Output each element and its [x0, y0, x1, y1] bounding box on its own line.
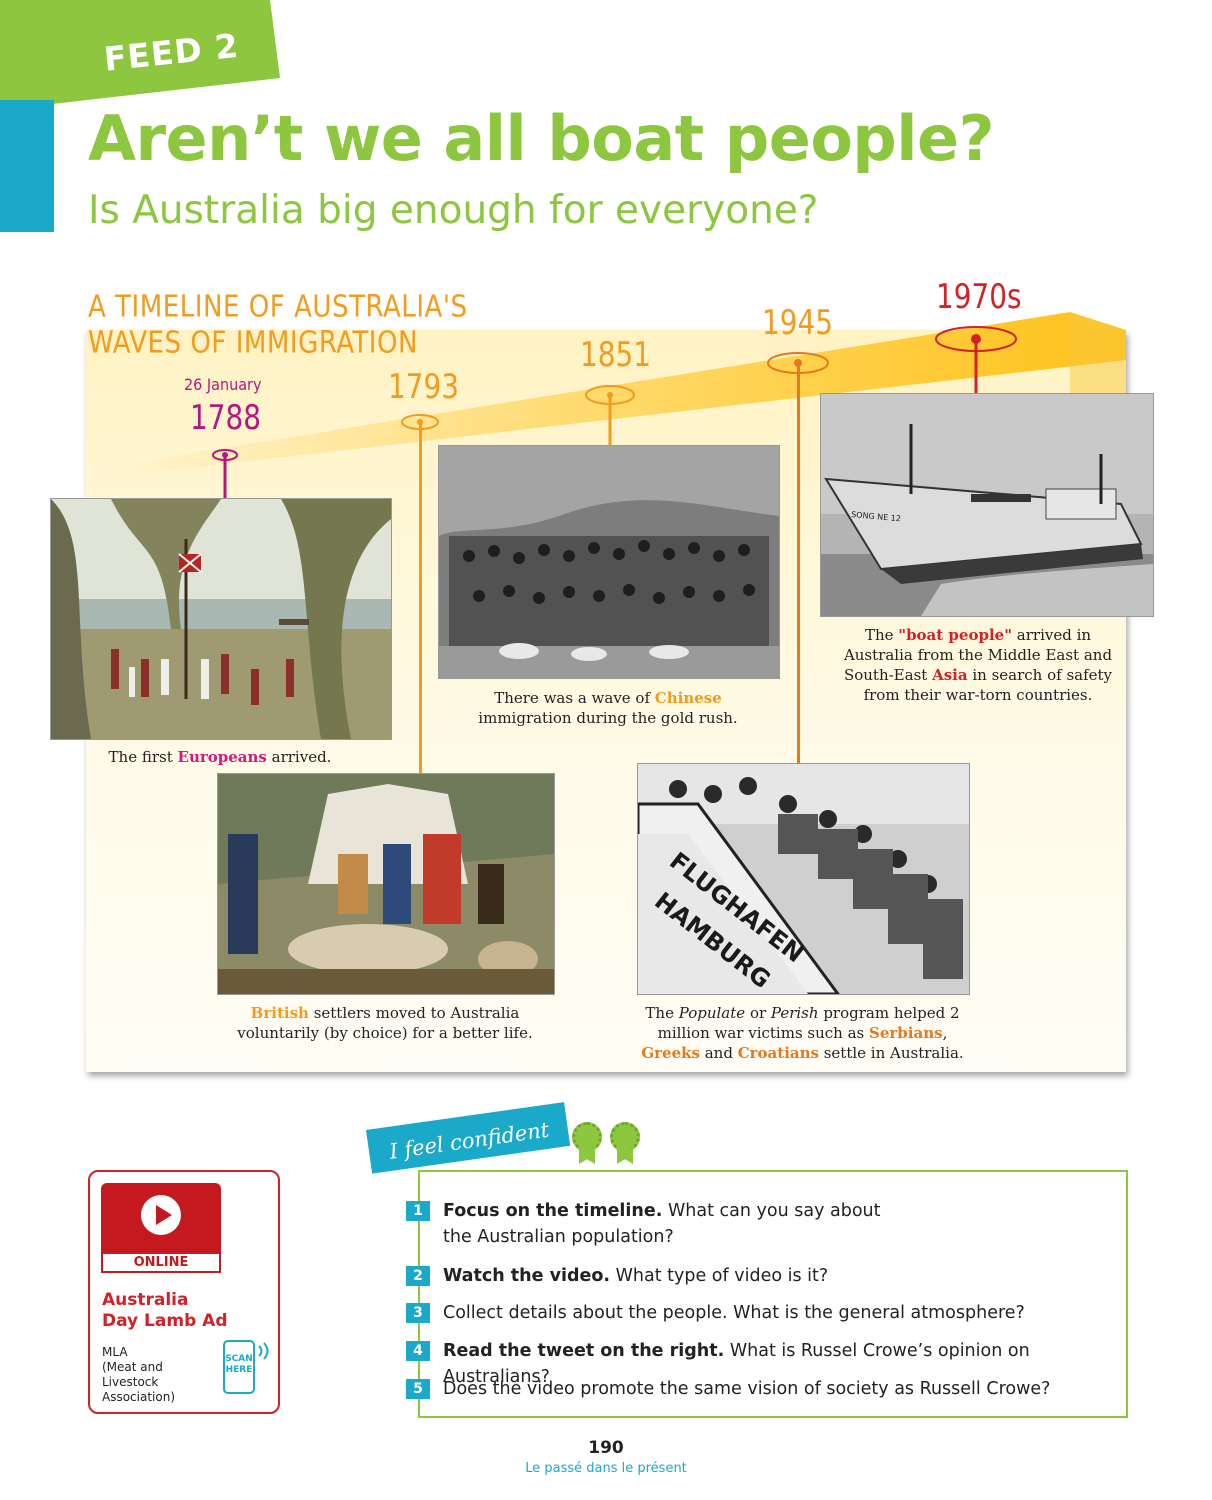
timeline-year-1788: 1788: [190, 398, 261, 438]
photo-first-fleet-painting: [50, 498, 392, 740]
photo-chinese-gold-rush: [438, 445, 780, 679]
timeline-stem-1793: [419, 422, 422, 774]
page-title: Aren’t we all boat people?: [88, 102, 995, 175]
timeline-year-1793: 1793: [388, 367, 459, 407]
photo-british-settlers-painting: [217, 773, 555, 995]
question-number: 3: [406, 1303, 430, 1323]
medal-icon: [572, 1122, 602, 1152]
timeline-stem-1945: [797, 363, 800, 763]
caption-1788: The first Europeans arrived.: [108, 748, 332, 766]
timeline-heading: A TIMELINE OF AUSTRALIA'S WAVES OF IMMIG…: [88, 288, 468, 360]
page-number: 190: [588, 1438, 624, 1458]
medal-ribbon-icon: [617, 1148, 633, 1164]
caption-1851: There was a wave of Chinese immigration …: [478, 689, 738, 727]
question-1: 1 Focus on the timeline. What can you sa…: [406, 1198, 1126, 1250]
questions-box: [418, 1170, 1128, 1418]
photo-flughafen-hamburg: FLUGHAFEN HAMBURG: [637, 763, 970, 995]
caption-1970s: The "boat people" arrived in Australia f…: [843, 626, 1113, 704]
question-number: 4: [406, 1341, 430, 1361]
medal-ribbon-icon: [579, 1148, 595, 1164]
page-subtitle: Is Australia big enough for everyone?: [88, 188, 819, 233]
accent-block: [0, 100, 54, 232]
caption-1945: The Populate or Perish program helped 2 …: [641, 1004, 964, 1062]
caption-1793: British settlers moved to Australia volu…: [237, 1004, 533, 1042]
photo-ship-name: SONG NE 12: [851, 510, 901, 523]
timeline-year-1970s: 1970s: [936, 277, 1022, 317]
timeline-date-1788: 26 January: [184, 375, 262, 394]
question-number: 2: [406, 1266, 430, 1286]
video-source: MLA (Meat and Livestock Association): [102, 1345, 176, 1404]
question-number: 5: [406, 1379, 430, 1399]
scan-here-phone-icon[interactable]: SCAN HERE: [223, 1340, 255, 1394]
timeline-year-1945: 1945: [762, 303, 833, 343]
play-icon[interactable]: [141, 1195, 181, 1235]
photo-boat-people-ship: SONG NE 12: [820, 393, 1154, 617]
online-badge: ONLINE: [101, 1252, 221, 1273]
wifi-signal-icon: [258, 1342, 269, 1360]
chapter-title: Le passé dans le présent: [525, 1461, 687, 1476]
question-number: 1: [406, 1201, 430, 1221]
timeline-year-1851: 1851: [580, 335, 651, 375]
video-title[interactable]: Australia Day Lamb Ad: [102, 1290, 228, 1331]
medal-icon: [610, 1122, 640, 1152]
